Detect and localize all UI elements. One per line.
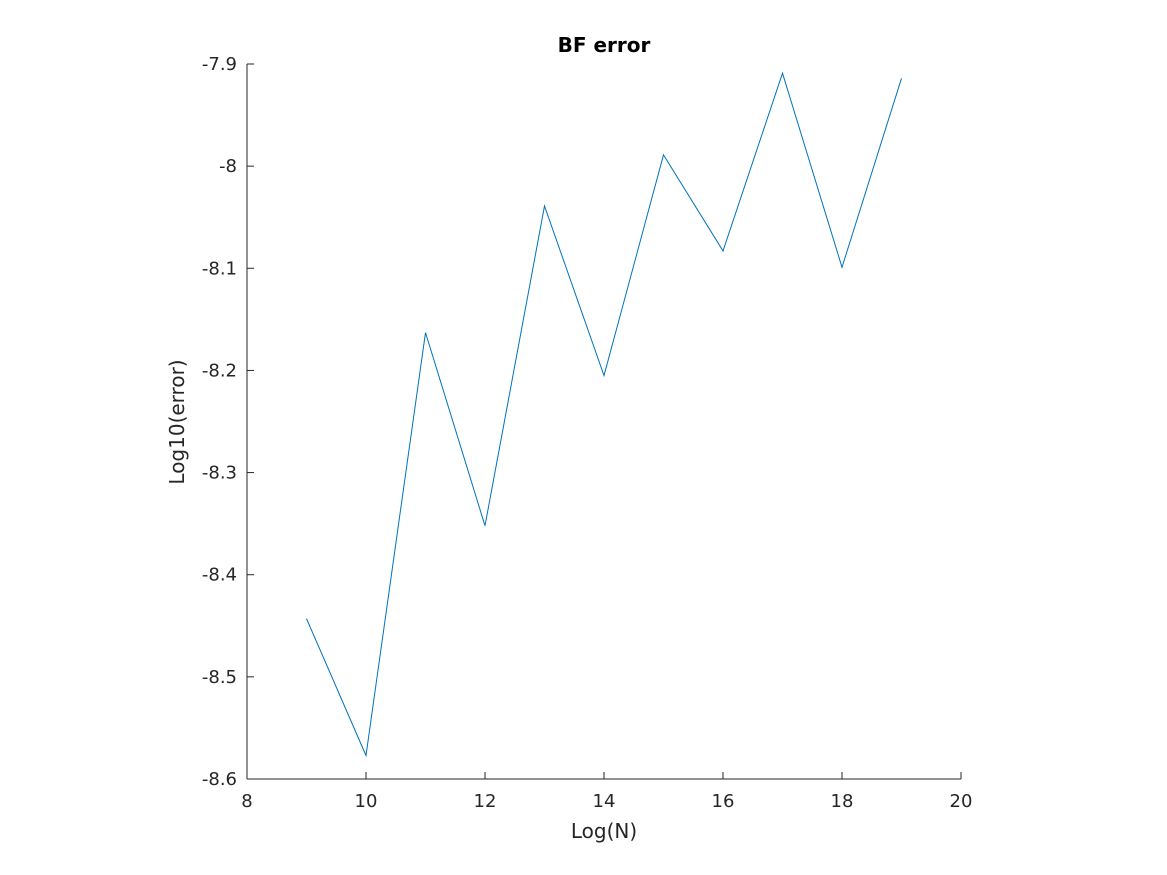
y-tick-label: -8.6 <box>202 769 237 790</box>
y-axis-ticks: -8.6 -8.5 -8.4 -8.3 -8.2 -8.1 -8 -7.9 <box>202 54 254 790</box>
axes <box>246 64 961 780</box>
series-layer <box>306 71 902 758</box>
y-tick-label: -7.9 <box>202 54 237 75</box>
x-tick-label: 14 <box>593 791 616 812</box>
y-axis-label: Log10(error) <box>165 359 189 484</box>
y-tick-label: -8.2 <box>202 360 237 381</box>
y-tick-label: -8 <box>219 156 237 177</box>
x-tick-label: 10 <box>355 791 378 812</box>
x-axis-label: Log(N) <box>571 819 637 843</box>
x-tick-label: 12 <box>474 791 497 812</box>
x-tick-label: 8 <box>241 791 252 812</box>
x-tick-label: 16 <box>712 791 735 812</box>
x-tick-label: 20 <box>950 791 973 812</box>
y-tick-label: -8.1 <box>202 258 237 279</box>
y-tick-label: -8.3 <box>202 463 237 484</box>
y-tick-label: -8.5 <box>202 667 237 688</box>
y-tick-label: -8.4 <box>202 565 237 586</box>
x-axis-ticks: 8 10 12 14 16 18 20 <box>241 772 972 812</box>
chart-title: BF error <box>558 33 651 57</box>
x-tick-label: 18 <box>831 791 854 812</box>
series-line <box>306 71 902 758</box>
